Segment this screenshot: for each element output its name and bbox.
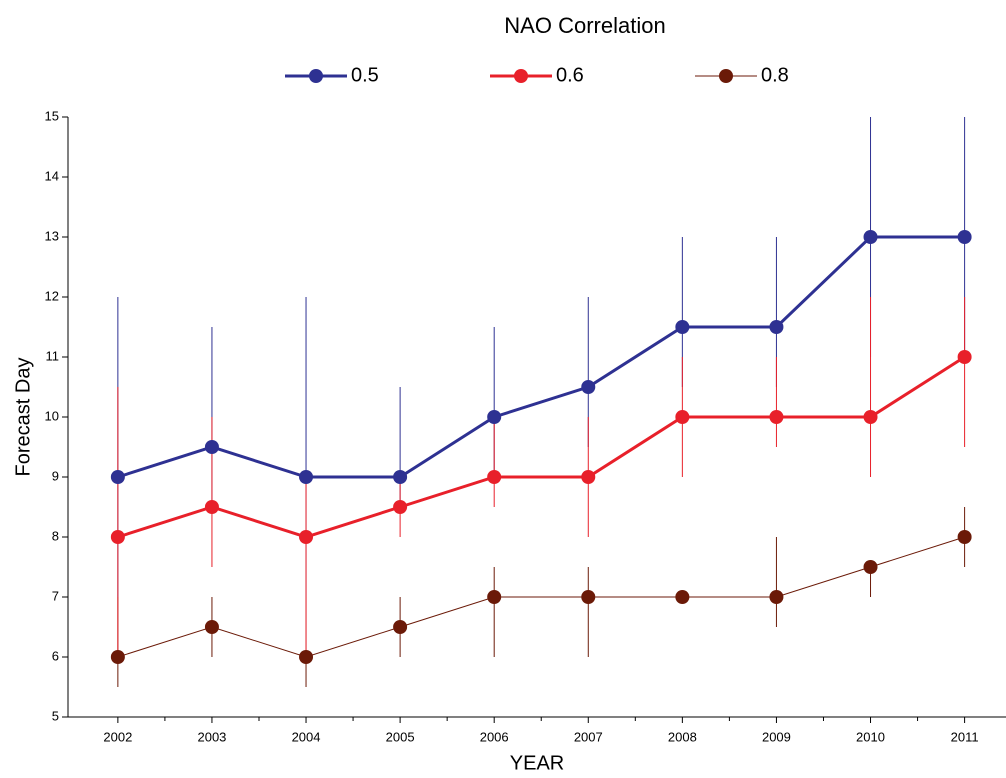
data-point xyxy=(299,470,314,484)
data-point xyxy=(957,230,972,244)
data-point xyxy=(675,410,690,424)
series-line xyxy=(117,355,966,539)
y-tick-label: 10 xyxy=(45,408,59,423)
y-axis-label: Forecast Day xyxy=(12,358,34,477)
x-tick-label: 2008 xyxy=(668,729,697,744)
legend-label: 0.8 xyxy=(761,64,789,86)
data-point xyxy=(110,650,125,664)
data-point xyxy=(299,530,314,544)
data-point xyxy=(769,410,784,424)
data-point xyxy=(581,470,596,484)
data-point xyxy=(581,590,596,604)
legend-label: 0.6 xyxy=(556,64,584,86)
data-point xyxy=(957,530,972,544)
series-line xyxy=(117,235,965,479)
data-point xyxy=(675,320,690,334)
y-tick-label: 7 xyxy=(52,588,59,603)
y-tick-label: 15 xyxy=(45,108,59,123)
data-point xyxy=(204,440,219,454)
x-tick-label: 2007 xyxy=(574,729,603,744)
data-point xyxy=(204,620,219,634)
data-point xyxy=(393,500,408,514)
x-tick-label: 2006 xyxy=(480,729,509,744)
data-point xyxy=(675,590,690,604)
legend-title: NAO Correlation xyxy=(504,13,665,38)
data-point xyxy=(204,500,219,514)
x-tick-label: 2004 xyxy=(292,729,321,744)
y-tick-label: 11 xyxy=(46,348,60,363)
x-axis-label: YEAR xyxy=(510,752,564,774)
x-tick-label: 2009 xyxy=(762,729,791,744)
x-tick-label: 2002 xyxy=(103,729,132,744)
legend-marker xyxy=(719,69,733,83)
legend-marker xyxy=(309,69,323,83)
x-tick-label: 2011 xyxy=(951,729,979,744)
data-point xyxy=(393,470,408,484)
x-tick-label: 2003 xyxy=(197,729,226,744)
data-point xyxy=(110,470,125,484)
data-point xyxy=(863,560,878,574)
data-point xyxy=(487,590,502,604)
data-point xyxy=(110,530,125,544)
data-point xyxy=(769,590,784,604)
y-tick-label: 12 xyxy=(45,288,59,303)
legend-label: 0.5 xyxy=(351,64,379,86)
y-tick-label: 13 xyxy=(45,228,59,243)
y-tick-label: 5 xyxy=(52,708,59,723)
legend-marker xyxy=(514,69,528,83)
data-point xyxy=(487,470,502,484)
data-point xyxy=(957,350,972,364)
x-tick-label: 2010 xyxy=(856,729,885,744)
y-tick-label: 6 xyxy=(52,648,59,663)
data-point xyxy=(487,410,502,424)
series-line xyxy=(117,536,965,658)
data-point xyxy=(299,650,314,664)
data-point xyxy=(863,410,878,424)
data-point xyxy=(393,620,408,634)
y-tick-label: 9 xyxy=(52,468,59,483)
x-tick-label: 2005 xyxy=(386,729,415,744)
y-tick-label: 8 xyxy=(52,528,59,543)
y-tick-label: 14 xyxy=(45,168,59,183)
data-point xyxy=(769,320,784,334)
data-point xyxy=(581,380,596,394)
data-point xyxy=(863,230,878,244)
